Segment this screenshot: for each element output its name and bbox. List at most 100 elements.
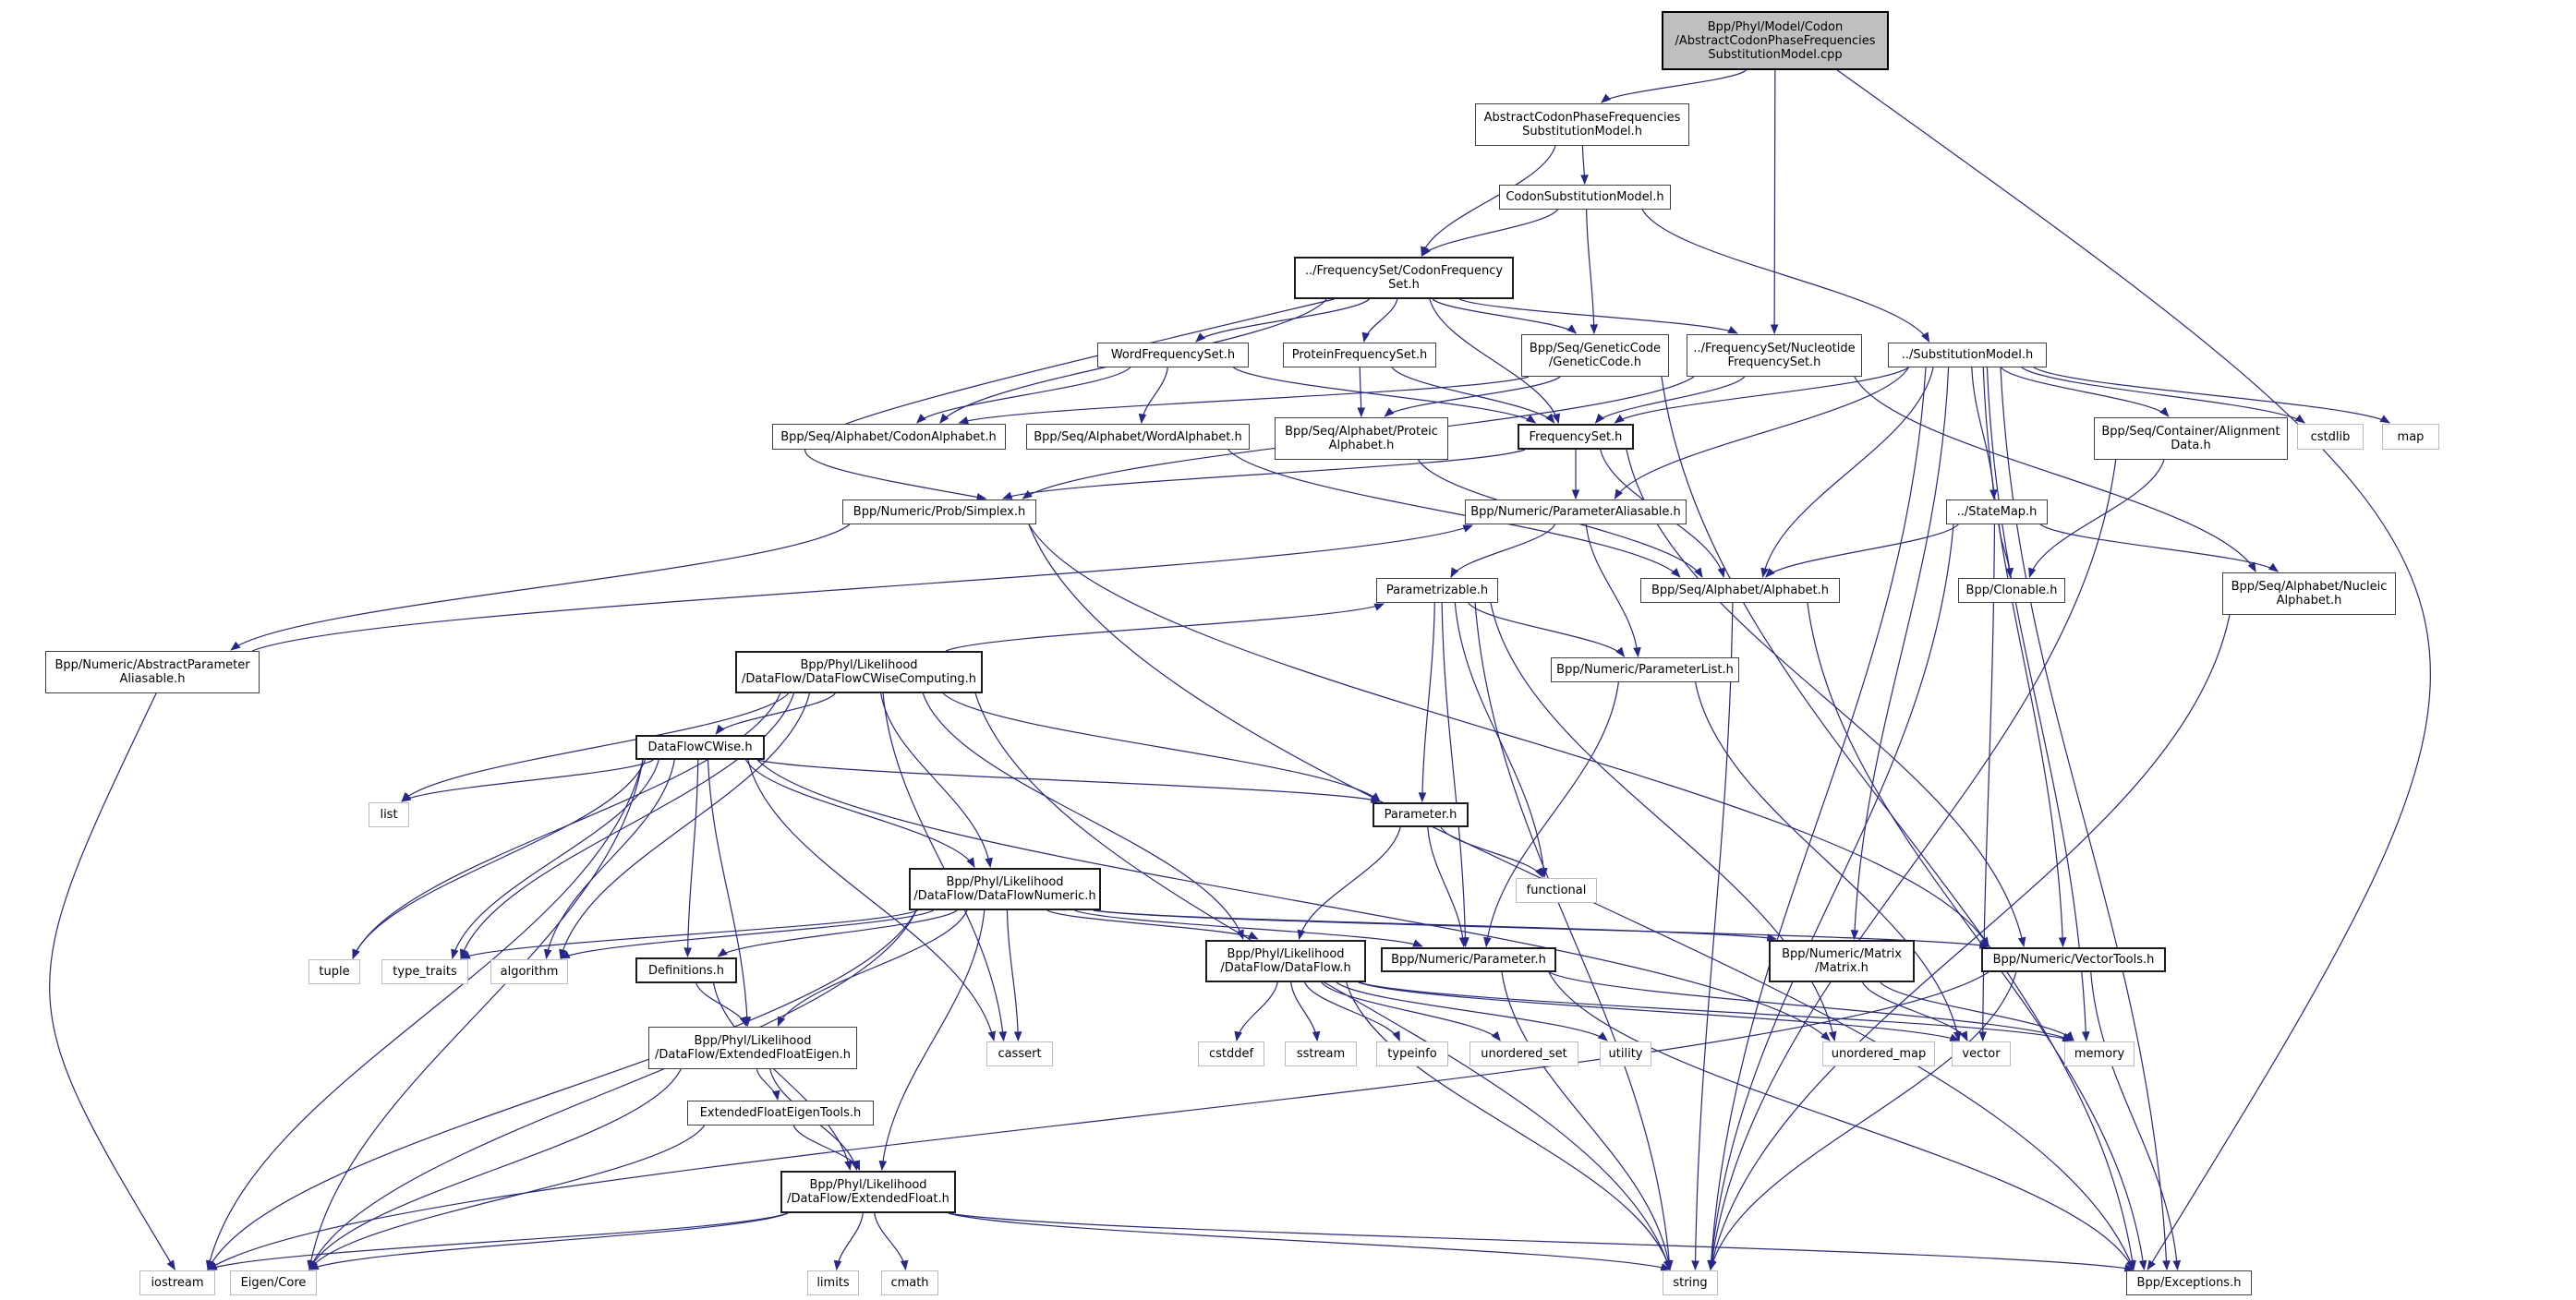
include-edge-dfn_h-to-nparam_h <box>1074 909 1423 947</box>
graph-node-label: /DataFlow/ExtendedFloatEigen.h <box>654 1048 851 1062</box>
graph-node-dfcwc_h[interactable]: Bpp/Phyl/Likelihood/DataFlow/DataFlowCWi… <box>735 651 983 693</box>
graph-node-label: AbstractCodonPhaseFrequencies <box>1483 111 1681 125</box>
include-edge-cfs_h-to-gc_h <box>1432 298 1578 334</box>
graph-node-ad_h[interactable]: Bpp/Seq/Container/Alignment Data.h <box>2094 417 2288 460</box>
graph-node-pal_h[interactable]: Bpp/Numeric/ParameterAliasable.h <box>1465 500 1687 524</box>
include-edge-df_h-to-sstream <box>1290 981 1321 1042</box>
graph-node-defs_h[interactable]: Definitions.h <box>635 957 737 983</box>
graph-node-algorithm: algorithm <box>490 959 568 984</box>
include-edge-dfn_h-to-cassert <box>1006 909 1022 1042</box>
graph-node-simplex_h[interactable]: Bpp/Numeric/Prob/Simplex.h <box>842 500 1036 524</box>
include-edge-dfcw_h-to-algorithm <box>543 759 675 960</box>
graph-node-label: map <box>2397 429 2425 444</box>
graph-node-ef_h[interactable]: Bpp/Phyl/Likelihood/DataFlow/ExtendedFlo… <box>780 1171 956 1213</box>
graph-node-param_h[interactable]: Parameter.h <box>1373 802 1469 827</box>
graph-node-cpp: Bpp/Phyl/Model/Codon/AbstractCodonPhaseF… <box>1662 11 1889 70</box>
graph-node-label: limits <box>816 1276 850 1290</box>
include-edge-pal_h-to-parametrizable_h <box>1450 524 1556 578</box>
graph-node-na_h[interactable]: Bpp/Seq/Alphabet/Nucleic Alphabet.h <box>2222 572 2396 615</box>
graph-node-sm_h[interactable]: ../SubstitutionModel.h <box>1888 343 2047 367</box>
graph-node-label: Definitions.h <box>647 963 725 978</box>
graph-node-label: unordered_set <box>1481 1047 1567 1061</box>
include-edge-statemap_h-to-clonable_h <box>1998 524 2014 579</box>
graph-node-label: memory <box>2074 1047 2125 1061</box>
graph-node-nfs_h[interactable]: ../FrequencySet/Nucleotide FrequencySet.h <box>1687 334 1862 377</box>
include-edge-dfn_h-to-df_h <box>1046 909 1259 940</box>
graph-node-df_h[interactable]: Bpp/Phyl/Likelihood/DataFlow/DataFlow.h <box>1205 940 1366 982</box>
include-edge-df_h-to-vector <box>1358 981 1961 1041</box>
include-edge-gc_h-to-pa_h <box>1384 376 1561 417</box>
include-edge-cpp-to-acpfsm_h <box>1601 69 1748 103</box>
include-edge-dfcwc_h-to-parametrizable_h <box>945 603 1385 652</box>
include-edge-sm_h-to-pal_h <box>1614 367 1909 500</box>
include-edge-nparam_h-to-exceptions_h <box>1548 971 2135 1270</box>
graph-node-exceptions_h[interactable]: Bpp/Exceptions.h <box>2126 1270 2252 1295</box>
include-edge-sm_h-to-map <box>2033 367 2390 424</box>
graph-node-label: cstdlib <box>2310 429 2351 444</box>
graph-node-label: tuple <box>319 965 350 979</box>
graph-node-label: Alphabet.h <box>2276 594 2342 608</box>
graph-node-plist_h[interactable]: Bpp/Numeric/ParameterList.h <box>1551 657 1739 682</box>
include-edge-vtools_h-to-string <box>1709 971 2017 1271</box>
graph-node-string: string <box>1663 1270 1718 1295</box>
graph-node-label: Bpp/Numeric/ParameterList.h <box>1556 663 1734 677</box>
graph-node-label: Parametrizable.h <box>1385 584 1489 597</box>
graph-node-matrix_h[interactable]: Bpp/Numeric/Matrix/Matrix.h <box>1769 940 1915 982</box>
graph-node-wfs_h[interactable]: WordFrequencySet.h <box>1097 343 1249 367</box>
graph-node-label: ProteinFrequencySet.h <box>1291 348 1428 362</box>
graph-node-unordered_set: unordered_set <box>1469 1041 1578 1066</box>
graph-node-alpha_h[interactable]: Bpp/Seq/Alphabet/Alphabet.h <box>1640 578 1840 603</box>
include-edge-nfs_h-to-na_h <box>1854 376 2256 572</box>
include-edge-dfcw_h-to-tuple <box>352 759 647 960</box>
graph-node-label: ../FrequencySet/Nucleotide <box>1693 342 1856 355</box>
graph-node-label: Bpp/Phyl/Likelihood <box>800 658 918 672</box>
include-edge-ad_h-to-clonable_h <box>2028 459 2165 579</box>
graph-node-wa_h[interactable]: Bpp/Seq/Alphabet/WordAlphabet.h <box>1026 424 1250 450</box>
graph-node-type_traits: type_traits <box>381 959 468 984</box>
include-edge-alpha_h-to-exceptions_h <box>1807 602 2147 1271</box>
include-edge-df_h-to-string <box>1346 981 1672 1271</box>
include-edge-dfcwc_h-to-type_traits <box>459 692 795 960</box>
graph-node-efe_h[interactable]: Bpp/Phyl/Likelihood/DataFlow/ExtendedFlo… <box>648 1027 857 1069</box>
graph-node-label: /DataFlow/DataFlowNumeric.h <box>913 889 1096 903</box>
graph-node-pa_h[interactable]: Bpp/Seq/Alphabet/Proteic Alphabet.h <box>1275 417 1448 460</box>
graph-node-cfs_h[interactable]: ../FrequencySet/CodonFrequency Set.h <box>1294 257 1514 299</box>
include-edge-apal_h-to-iostream <box>49 692 175 1270</box>
graph-node-tuple: tuple <box>308 959 360 984</box>
graph-node-clonable_h[interactable]: Bpp/Clonable.h <box>1958 578 2065 603</box>
include-edge-dfn_h-to-eigen <box>308 909 917 1270</box>
include-edge-df_h-to-unordered_set <box>1321 981 1501 1041</box>
include-edge-csm_h-to-sm_h <box>1641 209 1930 343</box>
graph-node-vtools_h[interactable]: Bpp/Numeric/VectorTools.h <box>1981 947 2166 972</box>
graph-node-gc_h[interactable]: Bpp/Seq/GeneticCode/GeneticCode.h <box>1521 334 1669 377</box>
include-edge-dfcw_h-to-list <box>401 759 654 802</box>
include-edge-vtools_h-to-exceptions_h <box>2090 971 2182 1271</box>
graph-node-pfs_h[interactable]: ProteinFrequencySet.h <box>1283 343 1436 367</box>
graph-node-unordered_map: unordered_map <box>1822 1041 1935 1066</box>
include-edge-simplex_h-to-apal_h <box>230 524 851 651</box>
graph-node-parametrizable_h[interactable]: Parametrizable.h <box>1376 578 1498 603</box>
graph-node-functional: functional <box>1516 878 1597 903</box>
include-edge-acpfsm_h-to-cfs_h <box>1421 145 1556 258</box>
graph-node-label: Parameter.h <box>1384 808 1457 822</box>
include-edge-parametrizable_h-to-string <box>1474 602 1674 1271</box>
include-edge-sm_h-to-matrix_h <box>1850 367 1950 941</box>
include-edge-dfcw_h-to-param_h <box>756 759 1382 803</box>
graph-node-nparam_h[interactable]: Bpp/Numeric/Parameter.h <box>1381 947 1556 972</box>
include-edge-cpp-to-exceptions_h <box>1836 69 2431 1270</box>
graph-node-apal_h[interactable]: Bpp/Numeric/AbstractParameter Aliasable.h <box>45 651 260 693</box>
graph-node-efet_h[interactable]: ExtendedFloatEigenTools.h <box>687 1101 874 1125</box>
graph-node-csm_h[interactable]: CodonSubstitutionModel.h <box>1499 185 1671 210</box>
graph-node-dfcw_h[interactable]: DataFlowCWise.h <box>635 735 765 760</box>
graph-node-acpfsm_h[interactable]: AbstractCodonPhaseFrequencies Substitutio… <box>1475 103 1689 146</box>
graph-node-label: SubstitutionModel.cpp <box>1708 47 1843 62</box>
graph-node-fs_h[interactable]: FrequencySet.h <box>1518 424 1634 450</box>
graph-node-typeinfo: typeinfo <box>1376 1041 1448 1066</box>
graph-node-label: Data.h <box>2171 439 2211 452</box>
include-edge-dfn_h-to-type_traits <box>459 909 919 959</box>
graph-node-statemap_h[interactable]: ../StateMap.h <box>1946 500 2048 524</box>
include-edge-dfcwc_h-to-list <box>401 692 790 802</box>
graph-node-ca_h[interactable]: Bpp/Seq/Alphabet/CodonAlphabet.h <box>771 424 1006 450</box>
graph-node-label: /GeneticCode.h <box>1548 355 1642 369</box>
graph-node-dfn_h[interactable]: Bpp/Phyl/Likelihood/DataFlow/DataFlowNum… <box>909 868 1101 910</box>
